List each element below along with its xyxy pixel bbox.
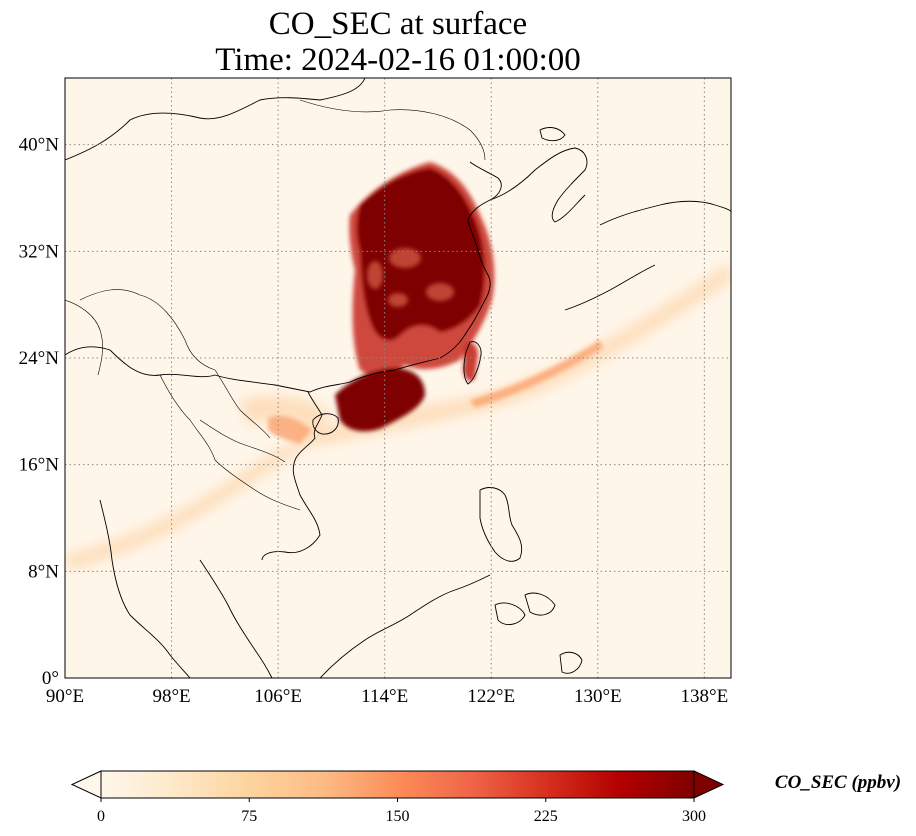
- map-area: [65, 78, 731, 678]
- colorbar-ticks: 0 75 150 225 300: [97, 798, 706, 825]
- colorbar-tick-label: 150: [386, 808, 410, 825]
- colorbar-extend-max: [693, 770, 725, 799]
- lat-tick-label: 0°: [42, 668, 59, 689]
- colorbar-extend-min: [70, 770, 102, 799]
- colorbar-label: CO_SEC (ppbv): [775, 772, 901, 793]
- map-frame: [64, 77, 732, 679]
- plot-subtitle-time: Time: 2024-02-16 01:00:00: [215, 42, 581, 78]
- colorbar-tick-label: 300: [682, 808, 706, 825]
- lon-tick-label: 98°E: [152, 686, 190, 707]
- lon-tick-label: 90°E: [46, 686, 84, 707]
- lon-tick-label: 130°E: [574, 686, 622, 707]
- co-field-medium: [268, 340, 603, 444]
- gridlines: [65, 78, 731, 678]
- lon-tick-label: 138°E: [681, 686, 729, 707]
- country-borders: [65, 99, 486, 511]
- colorbar-tick-label: 225: [534, 808, 558, 825]
- colorbar-tick-label: 75: [241, 808, 257, 825]
- lat-tick-label: 24°N: [19, 348, 60, 369]
- colorbar-gradient: [101, 771, 694, 798]
- lon-tick-label: 122°E: [467, 686, 515, 707]
- latitude-ticks: 0° 8°N 16°N 24°N 32°N 40°N: [19, 135, 60, 689]
- co-field-holes: [367, 248, 454, 307]
- lon-tick-label: 114°E: [361, 686, 408, 707]
- colorbar-tick-label: 0: [97, 808, 105, 825]
- lat-tick-label: 16°N: [19, 455, 60, 476]
- lat-tick-label: 32°N: [19, 241, 60, 262]
- lat-tick-label: 40°N: [19, 135, 60, 156]
- longitude-ticks: 90°E 98°E 106°E 114°E 122°E 130°E 138°E: [46, 686, 728, 707]
- lon-tick-label: 106°E: [254, 686, 302, 707]
- plot-title: CO_SEC at surface: [268, 6, 528, 42]
- lat-tick-label: 8°N: [28, 561, 59, 582]
- co-field-diffuse: [65, 262, 731, 570]
- colorbar: 0 75 150 225 300: [70, 770, 725, 825]
